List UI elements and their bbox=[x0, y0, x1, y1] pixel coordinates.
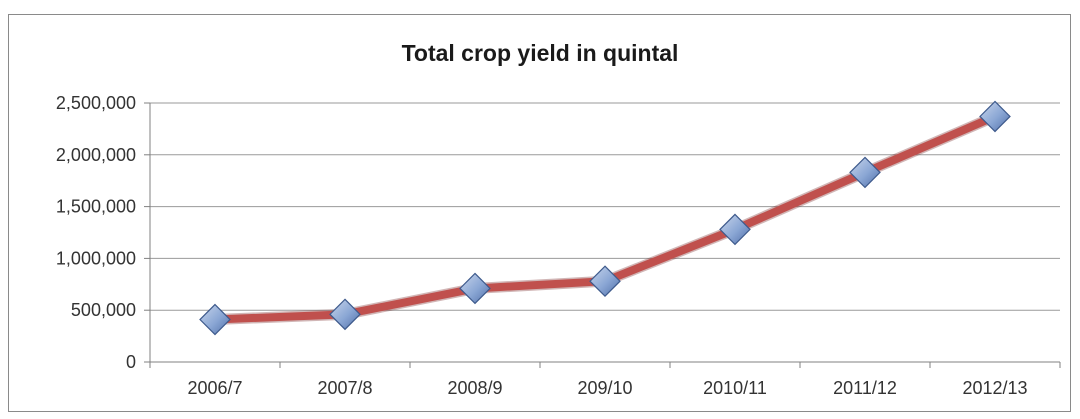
x-tick-label: 2007/8 bbox=[317, 378, 372, 398]
data-point bbox=[719, 213, 751, 246]
data-point bbox=[329, 298, 361, 331]
chart-title: Total crop yield in quintal bbox=[401, 40, 679, 66]
data-point bbox=[589, 265, 621, 298]
data-point bbox=[199, 303, 231, 336]
y-tick-label: 0 bbox=[126, 352, 136, 372]
y-tick-label: 2,500,000 bbox=[56, 93, 136, 113]
data-point bbox=[979, 100, 1011, 133]
x-tick-label: 2012/13 bbox=[962, 378, 1027, 398]
series-layer bbox=[199, 100, 1011, 336]
data-point bbox=[849, 156, 881, 189]
x-tick-label: 209/10 bbox=[577, 378, 632, 398]
y-tick-labels: 0 500,000 1,000,000 1,500,000 2,000,000 2,500… bbox=[56, 93, 136, 372]
x-tick-label: 2008/9 bbox=[447, 378, 502, 398]
data-point bbox=[459, 272, 491, 305]
axes bbox=[144, 102, 1061, 368]
x-tick-label: 2011/12 bbox=[833, 378, 897, 398]
x-tick-label: 2010/11 bbox=[703, 378, 767, 398]
y-tick-label: 500,000 bbox=[71, 300, 136, 320]
x-tick-labels: 2006/7 2007/8 2008/9 209/10 2010/11 2011/12 20… bbox=[187, 378, 1027, 398]
y-tick-label: 1,500,000 bbox=[56, 197, 136, 217]
chart-frame bbox=[8, 14, 1071, 412]
y-tick-label: 1,000,000 bbox=[56, 248, 136, 268]
y-tick-label: 2,000,000 bbox=[56, 145, 136, 165]
x-tick-label: 2006/7 bbox=[187, 378, 242, 398]
